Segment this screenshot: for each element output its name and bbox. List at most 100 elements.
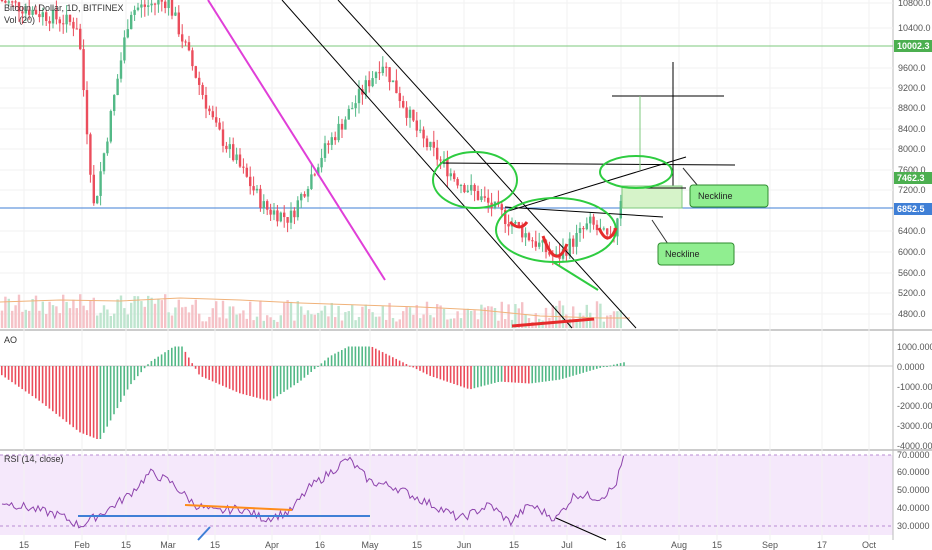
volume-bar — [606, 315, 609, 328]
candle-body — [514, 221, 517, 224]
ao-bar — [7, 366, 10, 380]
candle-body — [228, 144, 231, 150]
candle-body — [521, 225, 524, 238]
price-tag-bg — [894, 40, 932, 52]
ao-tick-label: 1000.0000 — [897, 342, 932, 352]
volume-bar — [487, 306, 490, 328]
ao-bar — [58, 366, 61, 417]
candle-body — [340, 123, 344, 130]
candle-body — [17, 2, 21, 12]
ao-bar — [31, 366, 34, 397]
candle-body — [398, 93, 401, 102]
candle-body — [21, 11, 24, 14]
volume-bar — [459, 318, 463, 328]
price-axis: 10800.0 10400.0 9600.0 9200.0 8800.0 8400.0 80… — [898, 0, 931, 319]
candle-body — [62, 23, 65, 25]
ao-bar — [89, 366, 91, 437]
candle-body — [524, 233, 527, 238]
volume-bar — [327, 316, 330, 328]
volume-bar — [51, 305, 55, 328]
ao-bar — [565, 366, 567, 378]
ao-bar — [494, 366, 496, 383]
ao-bar — [616, 363, 618, 366]
ao-bar — [589, 366, 591, 371]
volume-bar — [466, 308, 469, 328]
volume-bar — [62, 294, 65, 328]
candle-body — [11, 1, 14, 3]
volume-bar — [296, 301, 299, 328]
candle-body — [235, 154, 238, 161]
ao-bar — [300, 366, 302, 381]
candle-body — [14, 1, 17, 3]
price-tick-label: 5600.0 — [898, 268, 926, 278]
volume-bar — [99, 312, 102, 328]
volume-bar — [476, 319, 480, 328]
ao-bar — [208, 366, 210, 380]
volume-bar — [41, 301, 44, 328]
ao-bar — [109, 366, 112, 421]
ao-bar — [116, 366, 119, 409]
ao-bar — [140, 366, 142, 373]
time-tick-label: 15 — [509, 540, 519, 550]
volume-bar — [113, 313, 116, 328]
candle-body — [473, 184, 476, 192]
ao-bar — [354, 346, 357, 366]
ao-bar — [337, 351, 340, 366]
volume-bar — [211, 308, 214, 328]
ao-bar — [273, 366, 275, 399]
ao-bar — [256, 366, 258, 398]
ao-bar — [164, 352, 166, 366]
candle-body — [130, 14, 133, 30]
ao-axis: 1000.0000 0.0000 -1000.0000 -2000.0000 -3000… — [897, 342, 932, 451]
red-arc-right — [597, 227, 618, 240]
ao-bar — [545, 366, 547, 382]
volume-bar — [419, 318, 422, 328]
candle-body — [619, 200, 622, 219]
ao-bar — [531, 366, 533, 384]
candle-body — [300, 194, 303, 201]
rsi-title: RSI (14, close) — [4, 454, 64, 464]
green-ellipse-left-shoulder — [432, 151, 518, 209]
ao-bar — [75, 366, 78, 430]
candle-body — [548, 252, 551, 255]
volume-bar — [534, 313, 537, 328]
ao-bar — [181, 346, 183, 366]
volume-bar — [72, 299, 75, 328]
volume-bar — [422, 314, 425, 328]
volume-bar — [85, 310, 89, 328]
candle-body — [361, 89, 364, 95]
volume-bar — [228, 306, 231, 328]
ao-bar — [347, 346, 350, 366]
candle-body — [177, 12, 180, 35]
rsi-pane-bg — [0, 455, 893, 535]
price-tag: 10002.3 — [894, 40, 932, 52]
volume-bar — [17, 294, 21, 328]
candle-body — [453, 173, 456, 180]
ao-bar — [62, 366, 64, 420]
candle-body — [378, 72, 381, 74]
ao-bar — [473, 366, 476, 389]
ao-bar — [143, 366, 146, 369]
volume-bar — [497, 320, 500, 328]
candle-body — [7, 1, 10, 3]
candle-body — [480, 196, 483, 200]
ao-bar — [497, 366, 499, 383]
candle-body — [419, 129, 422, 131]
price-tick-label: 8800.0 — [898, 103, 926, 113]
candle-body — [534, 241, 537, 247]
volume-bar — [293, 320, 296, 328]
volume-bar — [527, 318, 531, 328]
rsi-blue-diagonal — [197, 526, 211, 541]
candle-body — [252, 186, 255, 191]
volume-bar — [38, 310, 41, 328]
candle-body — [415, 120, 418, 131]
ao-bar — [585, 366, 588, 372]
candle-body — [191, 50, 194, 67]
volume-bar — [96, 315, 99, 328]
candle-body — [119, 60, 123, 79]
ao-bar — [371, 346, 374, 366]
ao-bar — [188, 357, 190, 366]
candle-body — [487, 197, 490, 203]
ao-bar — [4, 366, 6, 378]
